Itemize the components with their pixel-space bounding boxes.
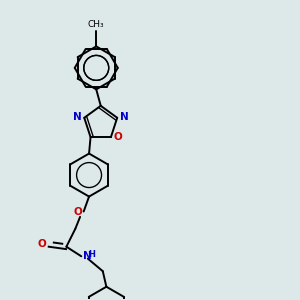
Text: N: N xyxy=(73,112,81,122)
Text: O: O xyxy=(74,207,82,217)
Text: O: O xyxy=(38,239,47,249)
Text: CH₃: CH₃ xyxy=(88,20,105,29)
Text: H: H xyxy=(88,250,95,259)
Text: N: N xyxy=(120,112,129,122)
Text: N: N xyxy=(83,251,92,261)
Text: O: O xyxy=(114,132,123,142)
